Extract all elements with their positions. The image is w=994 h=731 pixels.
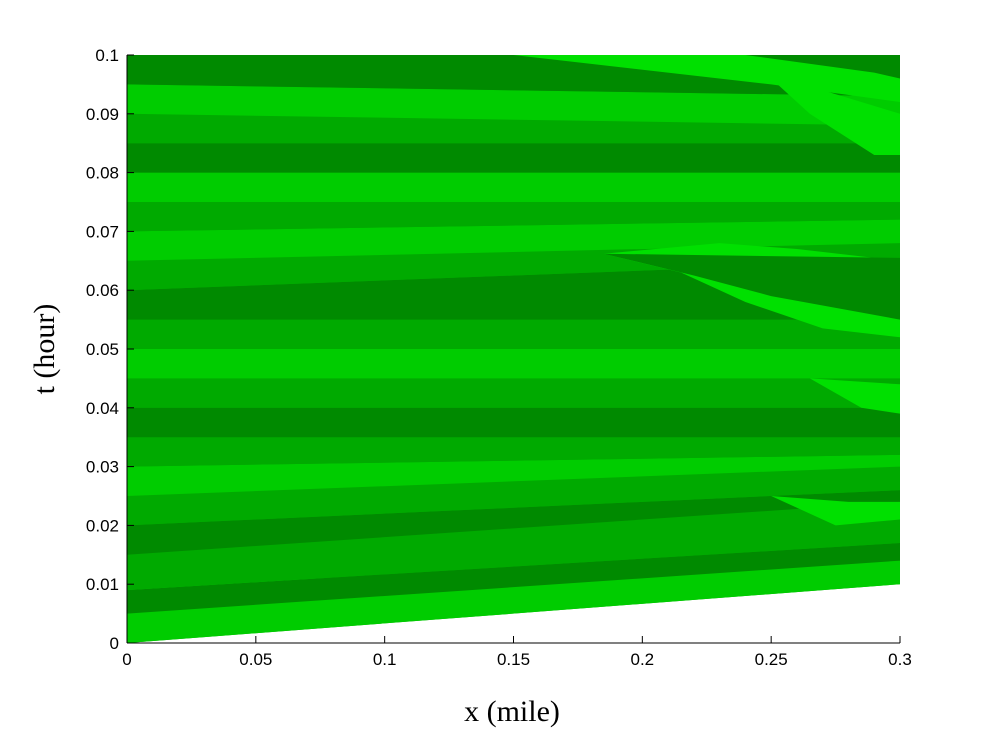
- field-band: [127, 490, 900, 555]
- field-band: [127, 501, 900, 591]
- field-region: [603, 253, 900, 320]
- x-tick-label: 0.1: [373, 650, 397, 669]
- x-axis-label: x (mile): [464, 695, 560, 728]
- x-tick-label: 0: [122, 650, 131, 669]
- field-band: [127, 113, 900, 144]
- x-tick-label: 0.25: [755, 650, 788, 669]
- y-axis-ticks: 0 0.01 0.02 0.03 0.04 0.05 0.06 0.07 0.08 0.09 0.1: [86, 46, 134, 653]
- x-axis-ticks: 0 0.05 0.1 0.15 0.2 0.25 0.3: [122, 636, 912, 669]
- field-band: [127, 319, 900, 349]
- field-layer: [127, 55, 900, 643]
- y-axis-label: t (hour): [28, 304, 61, 395]
- y-tick-label: 0: [110, 634, 119, 653]
- field-region: [745, 55, 900, 155]
- y-tick-label: 0.03: [86, 458, 119, 477]
- field-band: [127, 172, 900, 202]
- y-tick-label: 0.05: [86, 340, 119, 359]
- field-band: [127, 543, 900, 614]
- y-tick-label: 0.07: [86, 222, 119, 241]
- field-band: [127, 437, 900, 467]
- field-band: [127, 378, 900, 408]
- field-band: [127, 202, 900, 232]
- y-tick-label: 0.09: [86, 105, 119, 124]
- x-tick-label: 0.2: [631, 650, 655, 669]
- y-tick-label: 0.08: [86, 164, 119, 183]
- y-tick-label: 0.1: [95, 46, 119, 65]
- field-band: [127, 454, 900, 496]
- field-band: [127, 466, 900, 526]
- y-tick-label: 0.01: [86, 575, 119, 594]
- y-tick-label: 0.06: [86, 281, 119, 300]
- x-tick-label: 0.05: [239, 650, 272, 669]
- x-tick-label: 0.15: [497, 650, 530, 669]
- x-tick-label: 0.3: [888, 650, 912, 669]
- y-tick-label: 0.04: [86, 399, 119, 418]
- field-band: [127, 407, 900, 438]
- field-region: [513, 55, 900, 103]
- plot-area: [126, 55, 900, 644]
- y-tick-label: 0.02: [86, 516, 119, 535]
- field-region: [771, 496, 900, 526]
- field-band: [127, 143, 900, 173]
- field-band: [127, 219, 900, 261]
- field-band: [127, 349, 900, 379]
- field-region: [809, 378, 900, 414]
- field-band: [127, 84, 900, 126]
